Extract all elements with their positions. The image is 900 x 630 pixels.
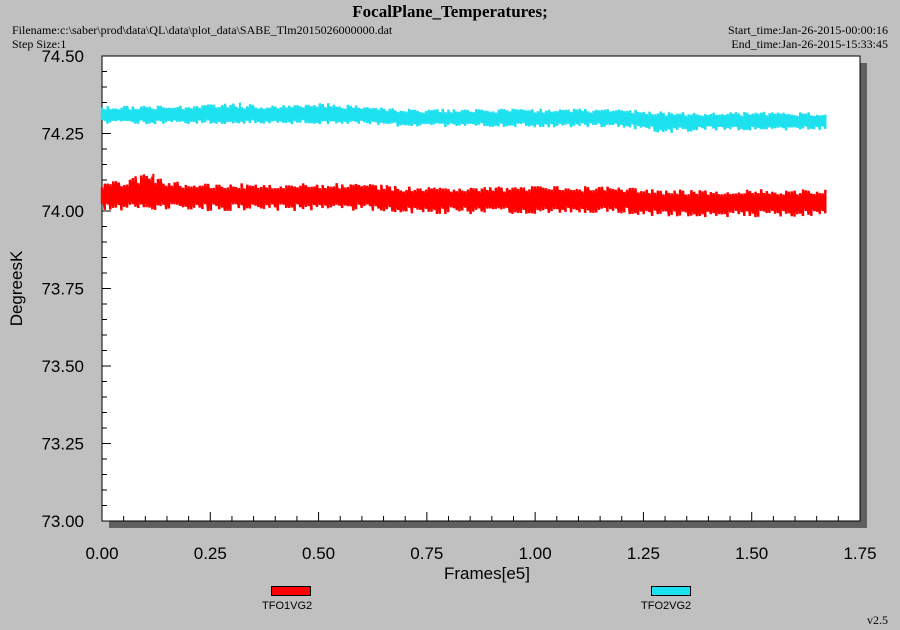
end-time-label: End_time:Jan-26-2015-15:33:45 — [731, 37, 888, 51]
version-label: v2.5 — [867, 613, 888, 627]
series-band-tfo1vg2 — [100, 174, 827, 218]
y-tick-label: 73.25 — [41, 435, 84, 454]
step-size-label: Step Size:1 — [12, 37, 67, 51]
x-tick-label: 0.50 — [302, 544, 335, 563]
series-band-tfo2vg2 — [100, 103, 827, 133]
plot-area — [101, 55, 861, 522]
start-time-label: Start_time:Jan-26-2015-00:00:16 — [728, 23, 888, 37]
x-tick-label: 1.00 — [519, 544, 552, 563]
y-tick-label: 73.50 — [41, 357, 84, 376]
y-axis-title: DegreesK — [7, 250, 26, 326]
x-tick-label: 0.00 — [85, 544, 118, 563]
y-tick-label: 73.00 — [41, 512, 84, 531]
chart-title: FocalPlane_Temperatures; — [352, 2, 548, 21]
legend-label-tfo2vg2: TFO2VG2 — [641, 600, 692, 612]
x-axis-title: Frames[e5] — [444, 564, 530, 583]
legend-label-tfo1vg2: TFO1VG2 — [262, 600, 313, 612]
legend-swatch-tfo2vg2 — [651, 586, 691, 596]
y-tick-label: 74.00 — [41, 202, 84, 221]
x-tick-label: 1.50 — [735, 544, 768, 563]
x-tick-label: 0.75 — [410, 544, 443, 563]
x-tick-label: 0.25 — [194, 544, 227, 563]
y-tick-label: 74.25 — [41, 125, 84, 144]
filename-label: Filename:c:\saber\prod\data\QL\data\plot… — [12, 23, 393, 37]
x-tick-label: 1.75 — [843, 544, 876, 563]
y-tick-label: 74.50 — [41, 47, 84, 66]
legend-swatch-tfo1vg2 — [271, 586, 311, 596]
y-tick-label: 73.75 — [41, 280, 84, 299]
x-tick-label: 1.25 — [627, 544, 660, 563]
